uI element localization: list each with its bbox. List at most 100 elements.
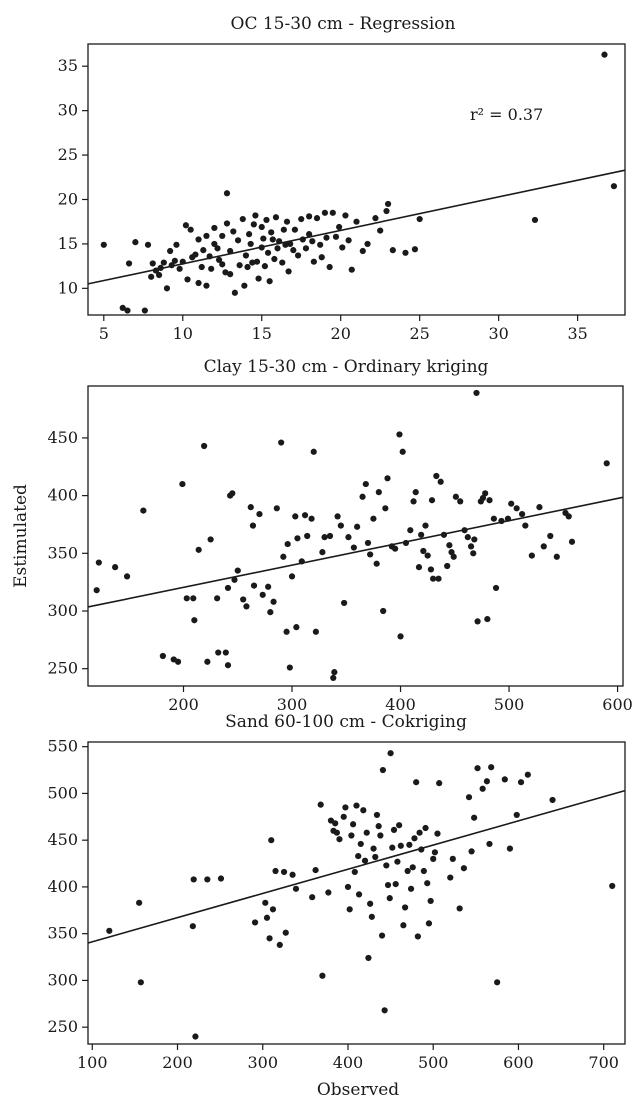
data-point — [272, 868, 278, 874]
data-point — [263, 217, 269, 223]
data-point — [235, 568, 241, 574]
data-point — [438, 479, 444, 485]
data-point — [436, 780, 442, 786]
data-point — [270, 906, 276, 912]
data-point — [364, 241, 370, 247]
data-point — [289, 573, 295, 579]
data-point — [158, 265, 164, 271]
data-point — [106, 928, 112, 934]
y-tick-label: 300 — [47, 970, 78, 989]
data-point — [353, 219, 359, 225]
data-point — [358, 841, 364, 847]
data-point — [486, 497, 492, 503]
data-point — [339, 244, 345, 250]
data-point — [402, 904, 408, 910]
data-point — [248, 241, 254, 247]
data-point — [270, 599, 276, 605]
data-point — [285, 541, 291, 547]
data-point — [330, 675, 336, 681]
data-point — [494, 979, 500, 985]
data-point — [474, 765, 480, 771]
panel-title-clay: Clay 15-30 cm - Ordinary kriging — [204, 357, 489, 377]
data-point — [347, 906, 353, 912]
y-tick-label: 15 — [58, 234, 78, 253]
data-point — [418, 846, 424, 852]
data-point — [507, 845, 513, 851]
data-point — [273, 214, 279, 220]
data-point — [502, 776, 508, 782]
data-point — [434, 831, 440, 837]
y-tick-label: 25 — [58, 145, 78, 164]
data-point — [403, 540, 409, 546]
data-point — [470, 550, 476, 556]
data-point — [529, 553, 535, 559]
data-point — [453, 494, 459, 500]
data-point — [468, 848, 474, 854]
data-point — [264, 915, 270, 921]
data-point — [322, 210, 328, 216]
data-point — [309, 894, 315, 900]
data-point — [203, 233, 209, 239]
data-point — [283, 629, 289, 635]
y-tick-label: 300 — [47, 601, 78, 620]
data-point — [341, 814, 347, 820]
data-point — [473, 390, 479, 396]
x-tick-label: 200 — [162, 1053, 193, 1072]
plot-frame-clay — [88, 386, 623, 686]
data-point — [231, 577, 237, 583]
data-point — [396, 822, 402, 828]
data-point — [416, 564, 422, 570]
data-point — [379, 932, 385, 938]
panel-title-oc: OC 15-30 cm - Regression — [231, 14, 456, 34]
data-point — [224, 220, 230, 226]
data-point — [191, 617, 197, 623]
data-point — [484, 778, 490, 784]
data-point — [250, 523, 256, 529]
data-point — [327, 264, 333, 270]
data-point — [433, 473, 439, 479]
data-point — [303, 245, 309, 251]
data-point — [435, 576, 441, 582]
data-point — [380, 767, 386, 773]
data-point — [138, 979, 144, 985]
data-point — [405, 868, 411, 874]
data-point — [425, 553, 431, 559]
data-point — [126, 260, 132, 266]
data-point — [508, 501, 514, 507]
data-point — [422, 523, 428, 529]
data-point — [223, 649, 229, 655]
data-point — [319, 549, 325, 555]
data-point — [601, 52, 607, 58]
y-tick-label: 250 — [47, 659, 78, 678]
data-point — [281, 869, 287, 875]
data-point — [429, 497, 435, 503]
panel-oc-regression: OC 15-30 cm - Regression r² = 0.37 5 10 15… — [58, 14, 625, 343]
data-point — [265, 250, 271, 256]
data-point — [267, 609, 273, 615]
data-point — [525, 772, 531, 778]
data-point — [112, 564, 118, 570]
panel-title-sand: Sand 60-100 cm - Cokriging — [225, 712, 467, 732]
data-point — [354, 524, 360, 530]
data-point — [214, 595, 220, 601]
data-point — [167, 248, 173, 254]
y-tick-label: 450 — [47, 830, 78, 849]
data-point — [457, 905, 463, 911]
x-tick-label: 30 — [488, 324, 508, 343]
data-point — [319, 254, 325, 260]
y-tick-label: 550 — [47, 737, 78, 756]
data-point — [392, 546, 398, 552]
data-point — [566, 513, 572, 519]
data-point — [208, 536, 214, 542]
data-point — [330, 210, 336, 216]
data-point — [391, 827, 397, 833]
data-point — [281, 227, 287, 233]
data-point — [251, 583, 257, 589]
data-point — [498, 518, 504, 524]
data-point — [374, 812, 380, 818]
data-point — [195, 280, 201, 286]
x-tick-label: 500 — [418, 1053, 449, 1072]
data-point — [183, 222, 189, 228]
data-point — [474, 618, 480, 624]
data-point — [410, 864, 416, 870]
